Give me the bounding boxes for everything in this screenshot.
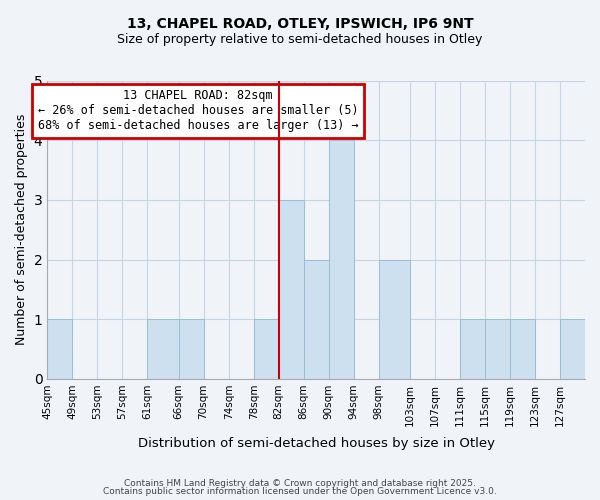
Text: Contains public sector information licensed under the Open Government Licence v3: Contains public sector information licen… [103, 487, 497, 496]
Bar [510, 319, 535, 379]
Bar [379, 260, 410, 379]
Bar [304, 260, 329, 379]
Text: 13 CHAPEL ROAD: 82sqm
← 26% of semi-detached houses are smaller (5)
68% of semi-: 13 CHAPEL ROAD: 82sqm ← 26% of semi-deta… [38, 90, 358, 132]
Bar [179, 319, 203, 379]
Bar [278, 200, 304, 379]
X-axis label: Distribution of semi-detached houses by size in Otley: Distribution of semi-detached houses by … [137, 437, 494, 450]
Bar [460, 319, 485, 379]
Bar [485, 319, 510, 379]
Bar [47, 319, 73, 379]
Bar [560, 319, 585, 379]
Text: 13, CHAPEL ROAD, OTLEY, IPSWICH, IP6 9NT: 13, CHAPEL ROAD, OTLEY, IPSWICH, IP6 9NT [127, 18, 473, 32]
Bar [329, 140, 353, 379]
Text: Size of property relative to semi-detached houses in Otley: Size of property relative to semi-detach… [118, 32, 482, 46]
Y-axis label: Number of semi-detached properties: Number of semi-detached properties [15, 114, 28, 346]
Text: Contains HM Land Registry data © Crown copyright and database right 2025.: Contains HM Land Registry data © Crown c… [124, 478, 476, 488]
Bar [254, 319, 278, 379]
Bar [148, 319, 179, 379]
